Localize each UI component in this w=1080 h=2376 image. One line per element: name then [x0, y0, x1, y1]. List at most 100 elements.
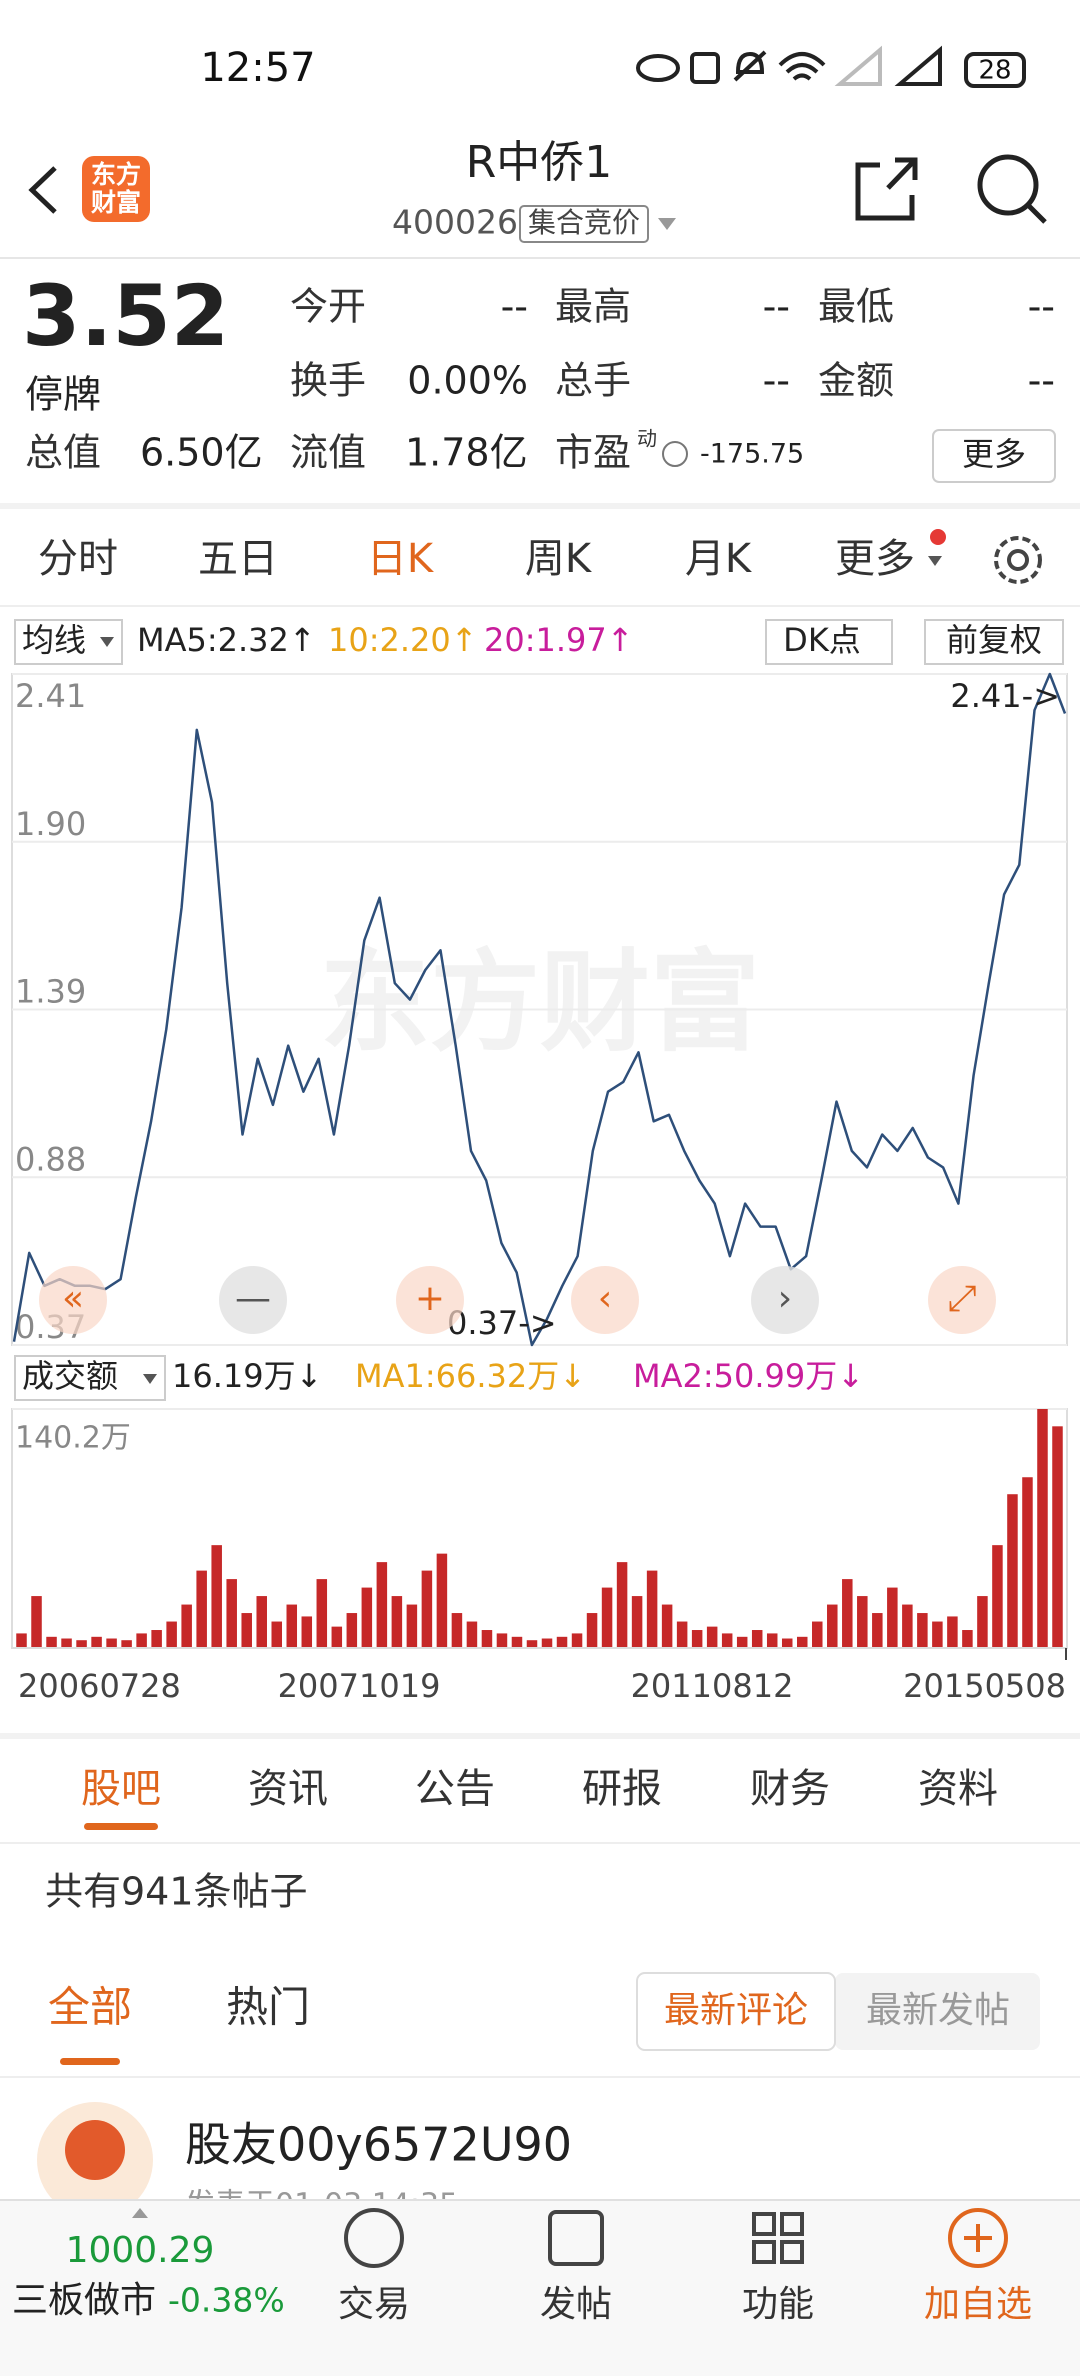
volume-bar — [812, 1621, 823, 1647]
field-value: -- — [1028, 359, 1055, 403]
period-tab[interactable]: 日K — [367, 536, 435, 582]
x-tick-label: 20060728 — [18, 1667, 181, 1705]
settings-button[interactable] — [994, 536, 1042, 584]
volume-bar — [796, 1636, 808, 1647]
section-tab[interactable]: 财务 — [750, 1766, 830, 1812]
stock-code: 400026 — [392, 203, 518, 242]
volume-bar — [106, 1638, 117, 1647]
nfc-icon — [690, 52, 720, 84]
gear-icon — [1007, 549, 1029, 571]
volume-selector-box[interactable] — [14, 1355, 166, 1401]
indicator[interactable]: 均线 — [22, 621, 86, 659]
function-icon — [780, 2240, 804, 2264]
watermark: 东方财富 — [320, 938, 760, 1066]
ma-selector-box[interactable] — [14, 619, 123, 665]
sort-bg[interactable] — [636, 1972, 836, 2051]
period-tab[interactable]: 分时 — [38, 536, 118, 582]
period-tab[interactable]: 月K — [685, 536, 753, 582]
more-button[interactable]: 更多 — [962, 435, 1026, 473]
chart-control[interactable] — [219, 1266, 287, 1334]
share-button[interactable] — [855, 157, 918, 221]
field-value: -- — [763, 285, 790, 329]
x-tick-label: 20150508 — [903, 1667, 1066, 1705]
volume-bar — [196, 1570, 207, 1647]
period-tab[interactable]: 周K — [525, 536, 593, 582]
dk-box[interactable] — [765, 619, 893, 665]
volume-bar — [451, 1613, 463, 1647]
volume-bar — [947, 1616, 958, 1647]
volume-bar — [872, 1613, 883, 1647]
adjust-button[interactable]: 前复权 — [946, 621, 1042, 659]
volume-bar — [226, 1579, 237, 1647]
dropdown-arrow — [100, 637, 114, 647]
adjust-box[interactable] — [924, 619, 1064, 665]
field-value: -- — [501, 285, 528, 329]
section-tab[interactable]: 股吧 — [81, 1766, 161, 1812]
logo-text: 财富 — [91, 188, 141, 217]
volume-bar — [977, 1596, 988, 1647]
volume-bar — [406, 1604, 418, 1647]
expand-arrow[interactable] — [132, 2208, 148, 2218]
field-label: 总值 — [25, 431, 101, 475]
chart-control[interactable] — [571, 1266, 639, 1334]
indicator: 10:2.20↑ — [328, 621, 478, 659]
chart-control[interactable] — [39, 1266, 107, 1334]
volume-bar — [661, 1604, 673, 1647]
sort-button[interactable]: 最新评论 — [664, 1990, 808, 2031]
chart-control[interactable] — [928, 1266, 996, 1334]
section-tab[interactable]: 公告 — [415, 1766, 495, 1812]
volume-bar — [646, 1570, 658, 1647]
field-value: -- — [763, 359, 790, 403]
section-tab[interactable]: 资料 — [918, 1766, 998, 1812]
nav-bg — [0, 2200, 1080, 2376]
chart-control-icon: ‹ — [598, 1278, 612, 1319]
chart-control[interactable] — [396, 1266, 464, 1334]
volume-bar — [91, 1636, 102, 1647]
index-value: 1000.29 — [66, 2230, 215, 2271]
nav-item[interactable]: 交易 — [338, 2284, 410, 2325]
post-icon — [548, 2210, 604, 2266]
price-line — [12, 672, 1067, 1347]
nav-item[interactable]: 功能 — [742, 2284, 814, 2325]
sort-bg[interactable] — [835, 1973, 1040, 2050]
y-tick-label: 1.90 — [15, 805, 86, 843]
volume-bar — [1007, 1494, 1018, 1647]
back-button[interactable] — [28, 166, 57, 214]
post-count: 共有941条帖子 — [45, 1870, 308, 1914]
volume-bar — [286, 1604, 298, 1647]
indicator: MA5:2.32↑ — [137, 621, 316, 659]
filter-tab[interactable]: 热门 — [226, 1983, 310, 2032]
volume-bar — [121, 1640, 132, 1647]
volume-bar — [1037, 1409, 1048, 1647]
filter-tab[interactable]: 全部 — [48, 1983, 132, 2032]
field-value: -- — [1028, 285, 1055, 329]
period-tab[interactable]: 五日 — [198, 536, 278, 582]
volume-bar — [781, 1638, 793, 1647]
volume-bar — [301, 1616, 313, 1647]
more-box[interactable] — [932, 429, 1056, 483]
section-tab[interactable]: 研报 — [582, 1766, 662, 1812]
volume-bar — [421, 1570, 433, 1647]
pe-info-icon[interactable] — [662, 441, 688, 467]
nav-item[interactable]: 加自选 — [924, 2284, 1032, 2325]
period-tab[interactable]: 更多 — [835, 536, 915, 582]
volume-bar — [691, 1630, 703, 1647]
nav-item[interactable]: 发帖 — [540, 2284, 612, 2325]
indicator[interactable]: 成交额 — [22, 1357, 118, 1395]
avatar-face — [65, 2120, 125, 2180]
section-tab[interactable]: 资讯 — [248, 1766, 328, 1812]
y-tick-label: 1.39 — [15, 973, 86, 1011]
logo-text: 东方 — [91, 160, 141, 189]
sort-button[interactable]: 最新发帖 — [866, 1990, 1010, 2031]
chart-control[interactable] — [751, 1266, 819, 1334]
volume-bar — [466, 1621, 478, 1647]
search-button[interactable] — [977, 154, 1047, 224]
dropdown-arrow[interactable] — [658, 218, 676, 230]
y-tick-label: 2.41 — [15, 677, 86, 715]
volume-bar — [571, 1633, 583, 1647]
dk-button[interactable]: DK点 — [783, 621, 861, 659]
volume-bar — [496, 1633, 508, 1647]
signal-icon — [894, 45, 942, 86]
field-label: 金额 — [818, 359, 894, 403]
